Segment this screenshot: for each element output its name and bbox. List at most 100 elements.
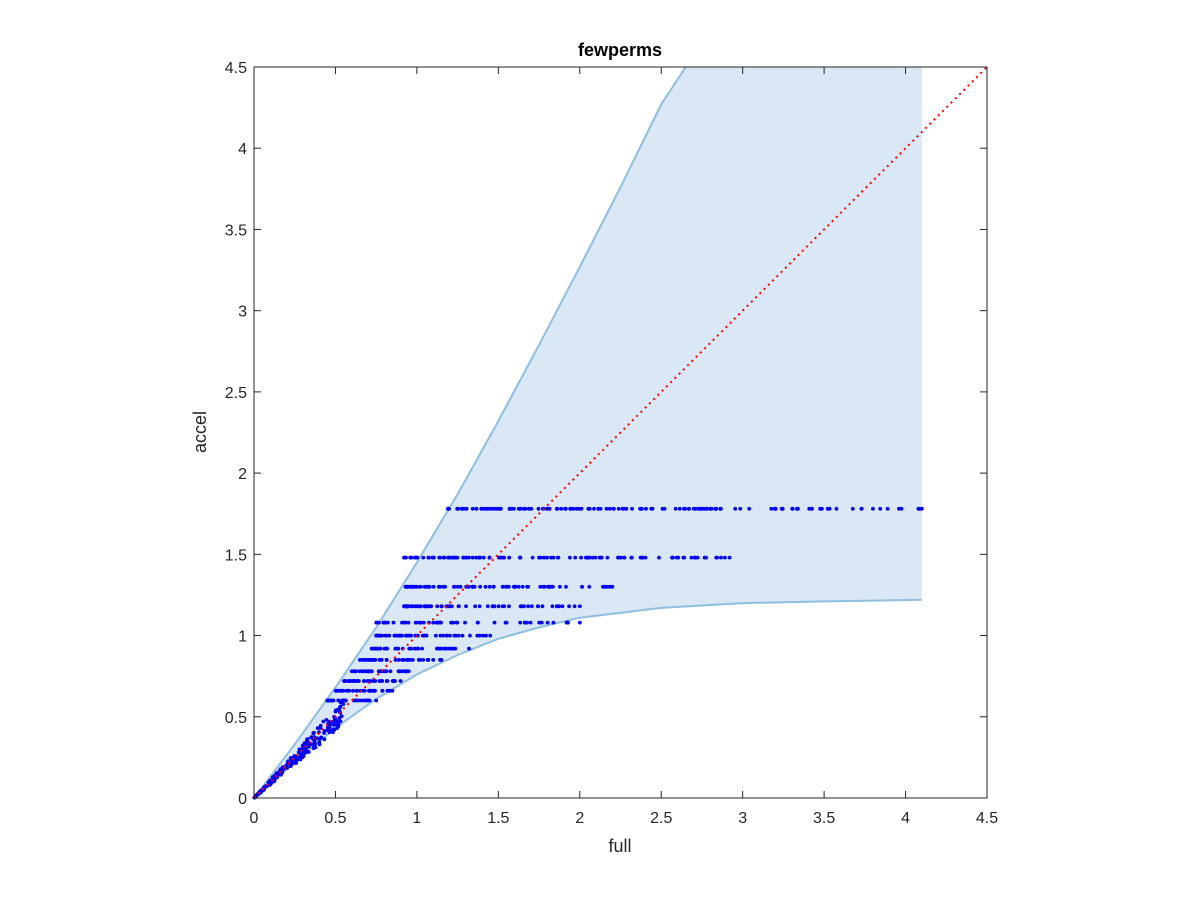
- scatter-point: [483, 584, 488, 589]
- scatter-point: [692, 555, 697, 560]
- scatter-point: [452, 633, 457, 638]
- scatter-point: [438, 633, 443, 638]
- scatter-point: [474, 555, 478, 560]
- scatter-point: [695, 555, 700, 560]
- scatter-point: [353, 698, 358, 703]
- scatter-point: [584, 555, 589, 560]
- scatter-point: [431, 584, 436, 589]
- scatter-point: [393, 658, 398, 662]
- scatter-point: [441, 633, 446, 638]
- scatter-point: [850, 506, 855, 511]
- scatter-point: [464, 604, 468, 609]
- scatter-point: [387, 633, 392, 638]
- scatter-point: [605, 555, 610, 560]
- scatter-point: [368, 669, 373, 674]
- scatter-point: [448, 633, 452, 638]
- scatter-point: [488, 633, 493, 638]
- scatter-point: [337, 707, 341, 712]
- scatter-point: [402, 555, 407, 560]
- scatter-point: [333, 709, 338, 714]
- scatter-point: [593, 555, 598, 560]
- y-tick-label: 0: [238, 791, 247, 808]
- scatter-point: [439, 646, 444, 651]
- scatter-point: [577, 604, 582, 609]
- scatter-point: [827, 506, 832, 511]
- scatter-point: [418, 604, 422, 609]
- scatter-point: [671, 555, 675, 560]
- scatter-point: [455, 555, 460, 560]
- x-axis-label: full: [608, 836, 631, 856]
- scatter-point: [359, 698, 364, 703]
- scatter-point: [418, 584, 423, 589]
- scatter-point: [470, 506, 475, 511]
- scatter-point: [408, 633, 412, 638]
- scatter-point: [564, 620, 569, 625]
- scatter-point: [434, 620, 439, 625]
- scatter-point: [302, 741, 307, 746]
- scatter-point: [554, 506, 559, 511]
- scatter-point: [492, 620, 497, 625]
- scatter-point: [273, 777, 277, 782]
- scatter-point: [560, 604, 565, 609]
- scatter-point: [403, 620, 408, 625]
- scatter-point: [366, 698, 370, 703]
- scatter-point: [274, 771, 279, 775]
- scatter-point: [473, 604, 477, 609]
- scatter-point: [574, 506, 579, 511]
- scatter-point: [441, 555, 446, 560]
- scatter-point: [259, 790, 264, 794]
- band-upper-edge: [253, 66, 687, 799]
- scatter-point: [682, 506, 686, 511]
- y-tick-label: 2.5: [225, 385, 247, 402]
- scatter-point: [406, 669, 411, 674]
- scatter-point: [325, 728, 330, 732]
- scatter-point: [460, 633, 465, 638]
- scatter-point: [456, 604, 461, 609]
- scatter-point: [738, 506, 743, 511]
- band-fill: [254, 67, 922, 798]
- scatter-point: [727, 555, 732, 560]
- scatter-point: [285, 766, 289, 770]
- scatter-point: [387, 688, 392, 693]
- scatter-point: [306, 750, 311, 754]
- scatter-point: [630, 506, 634, 511]
- scatter-point: [506, 584, 511, 589]
- scatter-point: [384, 658, 389, 662]
- scatter-point: [373, 688, 377, 693]
- scatter-point: [528, 620, 533, 625]
- scatter-point: [374, 698, 379, 703]
- scatter-point: [456, 633, 461, 638]
- scatter-point: [885, 506, 890, 511]
- scatter-point: [306, 744, 310, 749]
- scatter-point: [384, 679, 389, 683]
- scatter-point: [638, 506, 643, 511]
- scatter-point: [386, 620, 390, 625]
- scatter-point: [417, 620, 422, 625]
- scatter-point: [714, 506, 718, 511]
- scatter-point: [400, 620, 404, 625]
- scatter-point: [897, 506, 901, 511]
- scatter-point: [438, 555, 442, 560]
- x-tick-label: 1: [412, 810, 421, 827]
- scatter-point: [502, 555, 506, 560]
- reference-line: [253, 66, 988, 799]
- scatter-point: [696, 506, 701, 511]
- scatter-point: [464, 555, 469, 560]
- scatter-point: [476, 555, 481, 560]
- scatter-point: [733, 506, 738, 511]
- scatter-point: [518, 555, 523, 560]
- scatter-point: [373, 646, 378, 651]
- scatter-point: [406, 620, 411, 625]
- scatter-point: [579, 555, 583, 560]
- scatter-point: [674, 555, 679, 560]
- scatter-point: [325, 698, 330, 703]
- scatter-point: [520, 584, 525, 589]
- scatter-point: [616, 555, 620, 560]
- scatter-point: [622, 555, 627, 560]
- scatter-point: [318, 726, 323, 730]
- scatter-point: [375, 633, 380, 638]
- scatter-point: [431, 620, 436, 625]
- scatter-point: [397, 669, 402, 674]
- scatter-point: [452, 646, 457, 651]
- scatter-point: [382, 646, 387, 651]
